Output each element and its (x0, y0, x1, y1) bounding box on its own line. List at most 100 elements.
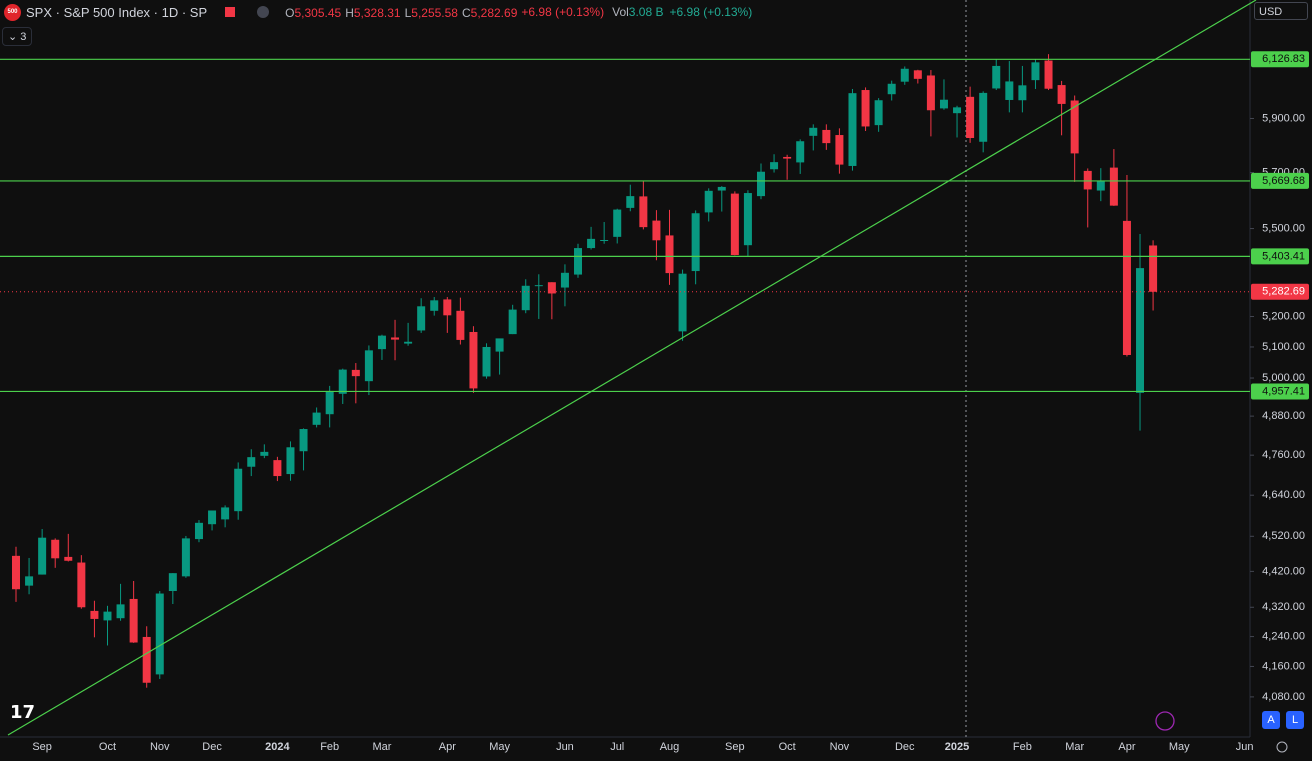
candle-body (770, 162, 779, 170)
candle-body (939, 99, 948, 109)
price-tag (1251, 51, 1309, 68)
candle-body (1136, 268, 1145, 393)
header: 500 SPX · S&P 500 Index · 1D · SP O5,305… (0, 0, 1240, 24)
y-tick-label: 5,000.00 (1262, 372, 1305, 384)
ohlc-value: 5,282.69 (470, 5, 518, 20)
candle-body (574, 248, 583, 275)
price-tag-label: 4,957.41 (1262, 385, 1305, 397)
candle-body (874, 100, 883, 126)
y-tick-label: 4,520.00 (1262, 530, 1305, 542)
x-tick-label: Dec (895, 741, 915, 753)
x-tick-label: Feb (1013, 741, 1032, 753)
x-tick-label: Feb (320, 741, 339, 753)
ohlc: O5,305.45 H5,328.31 L5,255.58 C5,282.69 (285, 5, 517, 20)
flash-icon[interactable] (1155, 711, 1175, 731)
log-button[interactable]: L (1286, 711, 1304, 729)
candle-body (678, 273, 687, 332)
indicators-count: 3 (20, 31, 27, 43)
candle-body (377, 335, 386, 350)
candle-body (1122, 220, 1131, 355)
x-tick-label: 2024 (265, 741, 290, 753)
candle-body (469, 331, 478, 389)
candle-body (234, 468, 243, 512)
symbol[interactable]: SPX · S&P 500 Index · 1D · SP (26, 4, 208, 20)
candle-body (103, 611, 112, 621)
y-tick-label: 5,200.00 (1262, 310, 1305, 322)
candle-body (404, 341, 413, 344)
candle-body (1018, 85, 1027, 101)
tv-logo: 𝟭𝟳 (10, 702, 35, 722)
candle-body (796, 141, 805, 163)
x-tick-label: Oct (779, 741, 796, 753)
candle-body (743, 193, 752, 246)
candle-body (1070, 100, 1079, 154)
candle-body (809, 127, 818, 136)
candle-body (600, 240, 609, 242)
ohlc-value: 5,255.58 (411, 5, 458, 20)
candle-body (926, 75, 935, 111)
candle-body (482, 346, 491, 377)
currency[interactable]: USD (1254, 2, 1308, 20)
candle-body (338, 369, 347, 394)
candle-body (730, 193, 739, 256)
candle-body (495, 338, 504, 352)
ohlc-key: C (461, 5, 471, 20)
candle-body (979, 92, 988, 142)
price-tag (1251, 172, 1309, 189)
candle-body (208, 510, 217, 525)
candle-body (25, 576, 34, 586)
auto-button[interactable]: A (1262, 711, 1280, 729)
price-tag-label: 5,403.41 (1262, 250, 1305, 262)
candle-body (1031, 62, 1040, 81)
volume: 3.08 B (628, 5, 664, 19)
y-tick-label: 4,880.00 (1262, 410, 1305, 422)
x-tick-label: Aug (660, 741, 680, 753)
candle-body (351, 369, 360, 377)
candle-body (992, 65, 1001, 89)
candle-body (142, 636, 151, 683)
y-tick-label: 4,080.00 (1262, 691, 1305, 703)
vol-change: +6.98 (+0.13%) (669, 5, 753, 19)
x-tick-label: May (1169, 741, 1190, 753)
candle-body (639, 196, 648, 228)
x-tick-label: Nov (830, 741, 850, 753)
candle-body (325, 390, 334, 415)
vol-label: Vol (612, 5, 629, 19)
flag[interactable] (225, 7, 236, 17)
candle-body (221, 507, 230, 520)
ohlc-value: 5,328.31 (353, 5, 401, 20)
candle-body (913, 70, 922, 79)
y-tick-label: 4,760.00 (1262, 449, 1305, 461)
candle-body (900, 68, 909, 82)
price-tag-label: 5,669.68 (1262, 175, 1305, 187)
hide-icon[interactable] (257, 6, 270, 18)
candle-body (38, 537, 47, 575)
x-tick-label: Jul (610, 741, 624, 753)
y-tick-label: 5,500.00 (1262, 222, 1305, 234)
candle-body (90, 610, 99, 619)
y-tick-label: 4,320.00 (1262, 601, 1305, 613)
x-tick-label: Mar (372, 741, 391, 753)
candle-body (626, 196, 635, 208)
y-tick-label: 4,240.00 (1262, 630, 1305, 642)
x-tick-label: Jun (556, 741, 574, 753)
price-tag-label: 6,126.83 (1262, 53, 1305, 65)
price-tag (1251, 248, 1309, 265)
candle-body (194, 522, 203, 540)
candle-body (1096, 181, 1105, 191)
x-tick-label: May (489, 741, 510, 753)
candle-body (456, 310, 465, 340)
price-tag-label: 5,282.69 (1262, 286, 1305, 298)
candle-body (1083, 170, 1092, 190)
candle-body (560, 272, 569, 288)
candle-body (64, 556, 73, 561)
y-tick-label: 5,100.00 (1262, 341, 1305, 353)
settings-icon[interactable] (1276, 741, 1288, 753)
candle-body (756, 171, 765, 197)
candle-body (1057, 85, 1066, 104)
indicators-toggle[interactable]: ⌄ 3 (2, 27, 33, 46)
candle-body (286, 447, 295, 475)
y-tick-label: 4,160.00 (1262, 660, 1305, 672)
x-tick-label: Sep (725, 741, 745, 753)
